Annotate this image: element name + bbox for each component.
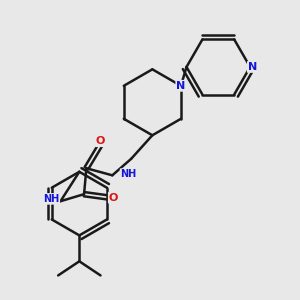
Text: NH: NH <box>43 194 59 204</box>
Text: NH: NH <box>121 169 137 179</box>
Text: N: N <box>176 81 185 91</box>
Text: N: N <box>248 62 257 72</box>
Text: O: O <box>109 193 118 203</box>
Text: O: O <box>96 136 105 146</box>
